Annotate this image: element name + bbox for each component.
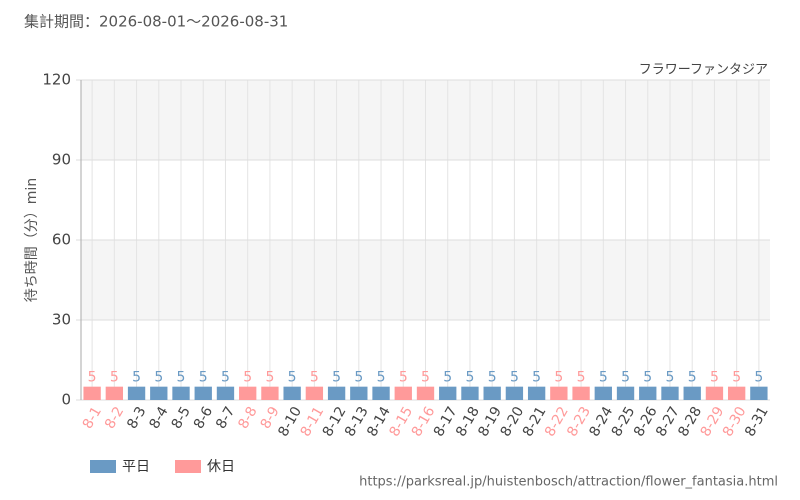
- bar: [527, 386, 546, 400]
- x-tick-label: 8-5: [169, 404, 194, 432]
- bar: [350, 386, 368, 400]
- bar: [661, 386, 679, 400]
- bar: [283, 386, 301, 400]
- x-tick-label: 8-3: [124, 404, 149, 432]
- x-tick-label: 8-4: [146, 404, 171, 432]
- value-label: 5: [577, 370, 586, 386]
- value-label: 5: [288, 370, 297, 386]
- y-tick-label: 0: [61, 391, 71, 409]
- bar: [127, 386, 146, 400]
- bar: [616, 386, 635, 400]
- value-label: 5: [177, 370, 186, 386]
- value-label: 5: [399, 370, 408, 386]
- value-label: 5: [377, 370, 386, 386]
- value-label: 5: [221, 370, 230, 386]
- value-label: 5: [732, 370, 741, 386]
- value-label: 5: [621, 370, 630, 386]
- value-label: 5: [688, 370, 697, 386]
- value-label: 5: [265, 370, 274, 386]
- value-label: 5: [465, 370, 474, 386]
- bar: [150, 386, 168, 400]
- bar: [416, 386, 435, 400]
- value-label: 5: [443, 370, 452, 386]
- bar: [572, 386, 590, 400]
- bar: [683, 386, 701, 400]
- value-label: 5: [88, 370, 97, 386]
- bar: [727, 386, 746, 400]
- chart-title: 集計期間：2026-08-01～2026-08-31: [24, 13, 288, 31]
- value-label: 5: [666, 370, 675, 386]
- value-label: 5: [243, 370, 252, 386]
- y-axis-label: 待ち時間（分）min: [24, 178, 40, 302]
- legend-swatch: [90, 460, 116, 473]
- legend-swatch: [175, 460, 201, 473]
- y-tick-label: 60: [52, 231, 71, 249]
- value-label: 5: [354, 370, 363, 386]
- bar: [461, 386, 479, 400]
- bar: [594, 386, 612, 400]
- x-tick-label: 8-31: [742, 404, 772, 440]
- bar: [105, 386, 124, 400]
- bar: [194, 386, 212, 400]
- bar: [639, 386, 657, 400]
- y-tick-label: 120: [42, 71, 71, 89]
- value-label: 5: [754, 370, 763, 386]
- bar: [550, 386, 568, 400]
- value-label: 5: [599, 370, 608, 386]
- bar: [505, 386, 524, 400]
- bar: [327, 386, 346, 400]
- bar: [239, 386, 257, 400]
- y-tick-label: 30: [52, 311, 71, 329]
- x-tick-label: 8-8: [235, 404, 260, 432]
- value-label: 5: [554, 370, 563, 386]
- bar: [83, 386, 101, 400]
- value-label: 5: [332, 370, 341, 386]
- bar: [305, 386, 324, 400]
- legend-label: 平日: [122, 459, 150, 475]
- bar: [750, 386, 768, 400]
- x-tick-label: 8-2: [102, 404, 127, 432]
- x-tick-label: 8-6: [191, 404, 216, 432]
- value-label: 5: [532, 370, 541, 386]
- value-label: 5: [110, 370, 119, 386]
- y-tick-label: 90: [52, 151, 71, 169]
- bar: [705, 386, 724, 400]
- value-label: 5: [154, 370, 163, 386]
- bar: [372, 386, 390, 400]
- value-label: 5: [199, 370, 208, 386]
- source: https://parksreal.jp/huistenbosch/attrac…: [359, 475, 778, 490]
- value-label: 5: [310, 370, 319, 386]
- x-tick-label: 8-1: [80, 404, 105, 432]
- bar: [261, 386, 279, 400]
- value-label: 5: [510, 370, 519, 386]
- bar: [439, 386, 457, 400]
- x-tick-label: 8-7: [213, 404, 238, 432]
- bar: [483, 386, 501, 400]
- value-label: 5: [132, 370, 141, 386]
- chart-subtitle: フラワーファンタジア: [639, 63, 768, 78]
- value-label: 5: [488, 370, 497, 386]
- bar: [394, 386, 412, 400]
- bar: [172, 386, 190, 400]
- value-label: 5: [643, 370, 652, 386]
- value-label: 5: [710, 370, 719, 386]
- bar: [216, 386, 235, 400]
- value-label: 5: [421, 370, 430, 386]
- legend-label: 休日: [207, 459, 235, 475]
